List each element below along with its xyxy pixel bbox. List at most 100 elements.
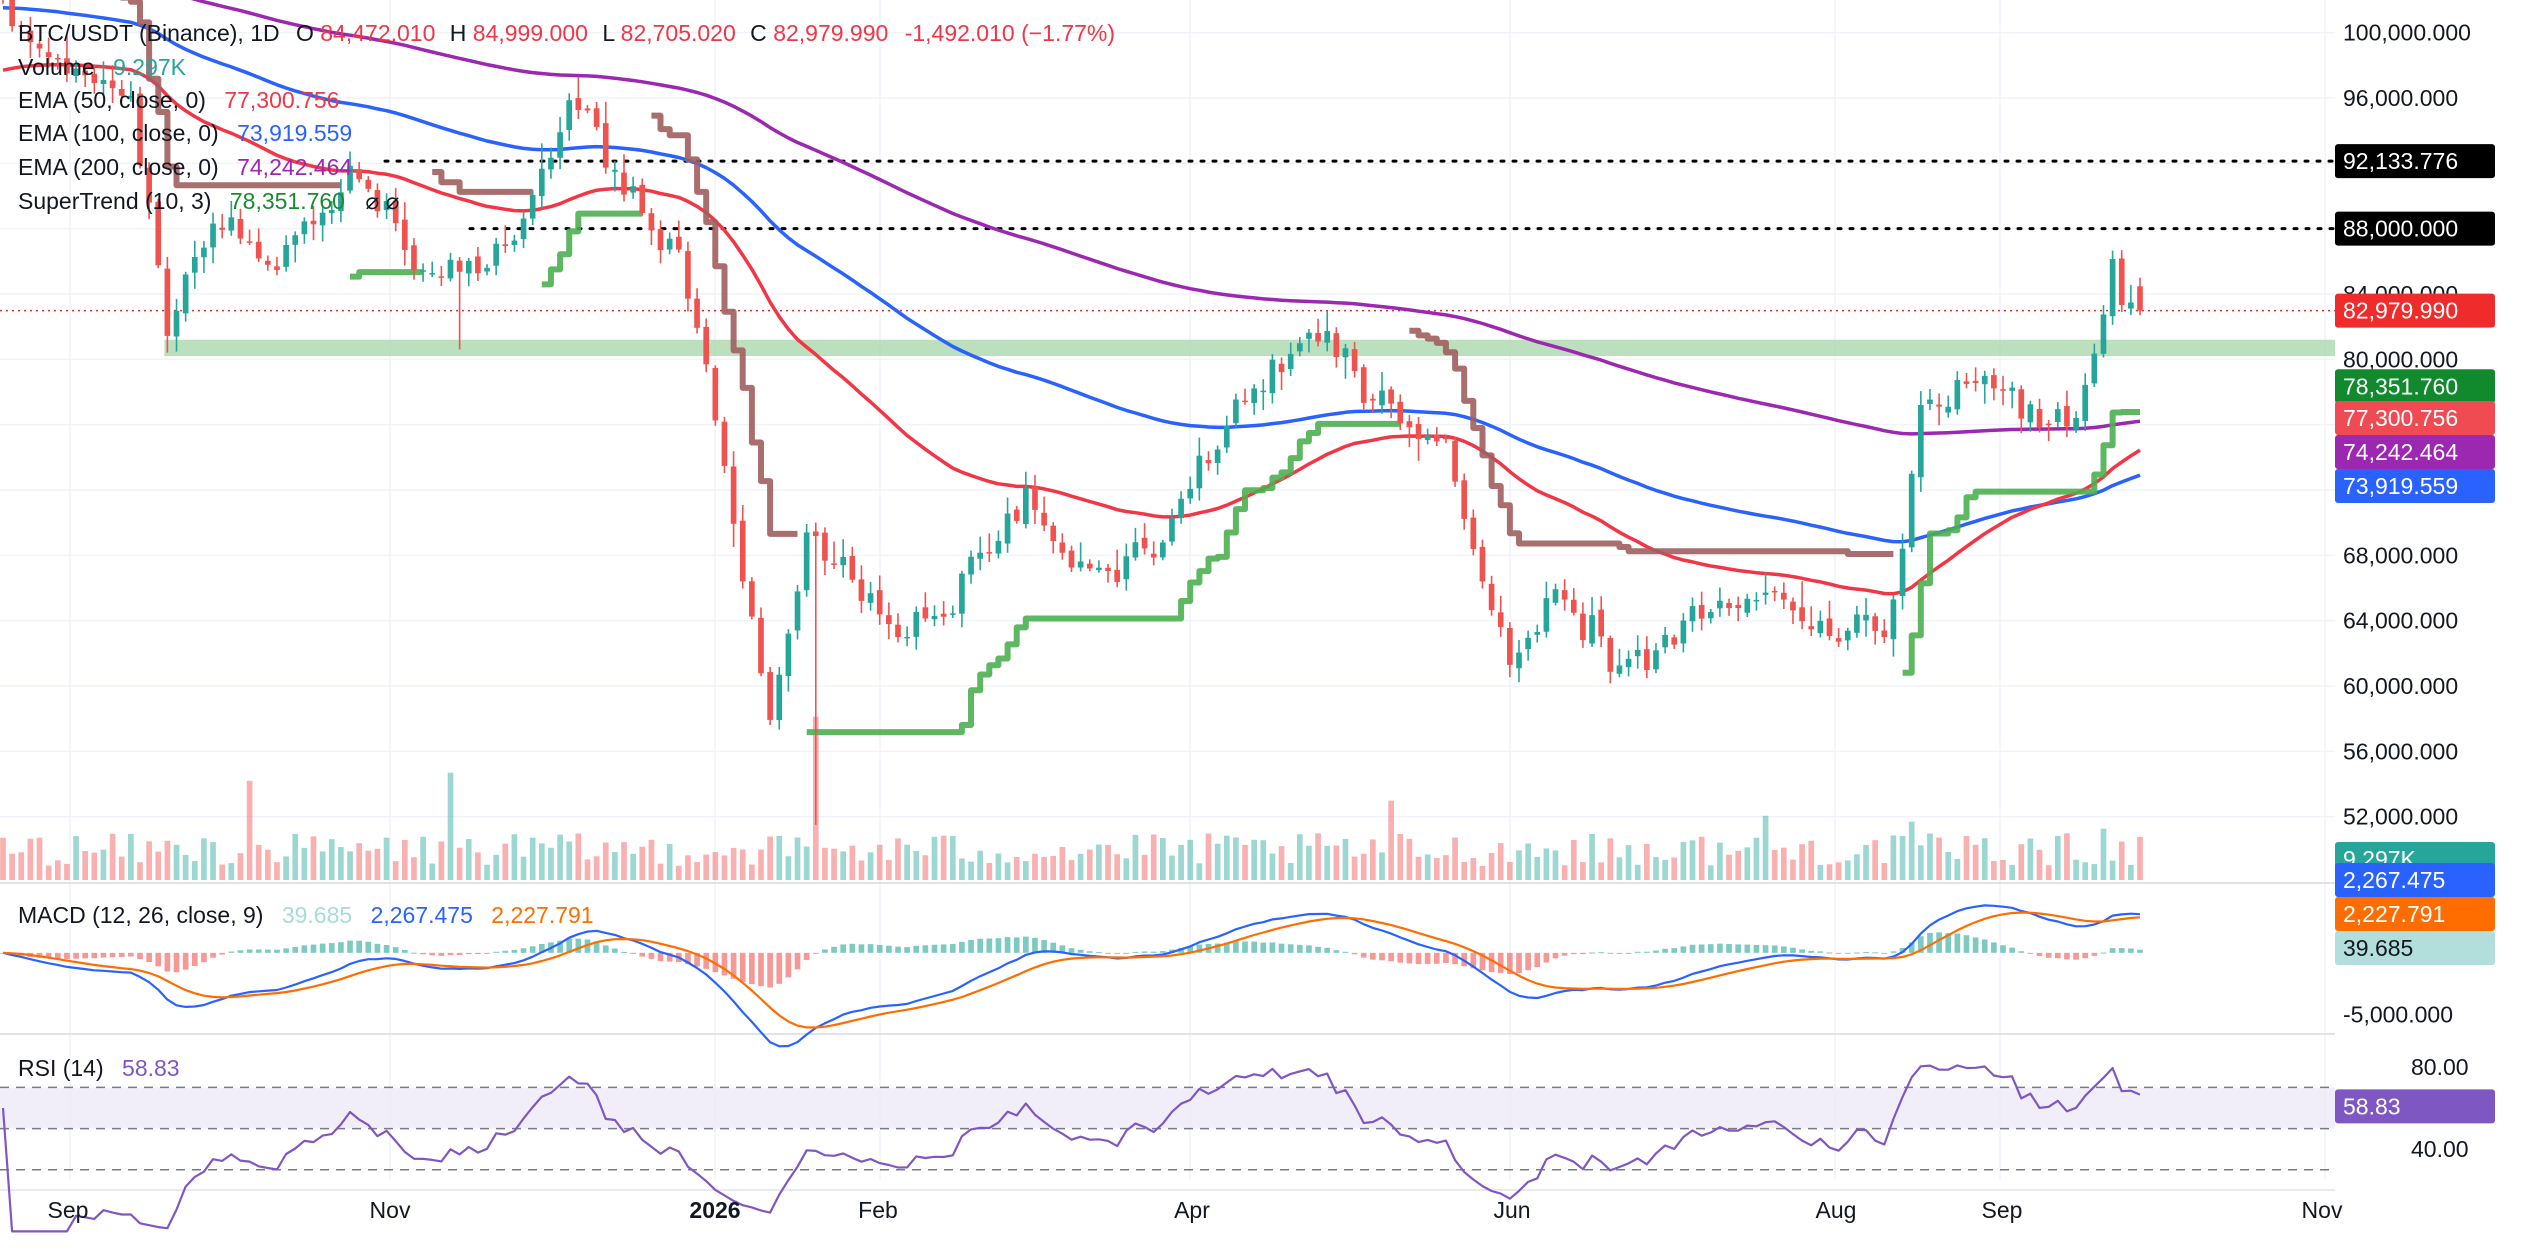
candle-body [593, 108, 600, 127]
volume-bar [465, 839, 472, 880]
candle [411, 238, 417, 280]
volume-bar [365, 850, 372, 880]
macd-histogram-bar [128, 952, 134, 957]
candle [1296, 336, 1303, 357]
candle [1534, 624, 1541, 643]
candle [739, 504, 746, 589]
volume-bar [2091, 864, 2098, 880]
volume-bar [511, 834, 518, 880]
candle-body [392, 200, 399, 224]
macd-histogram-bar [931, 944, 938, 953]
candle [246, 229, 253, 246]
candle [685, 241, 691, 312]
volume-bar [1671, 857, 1678, 880]
candle [118, 80, 125, 102]
candle-body [557, 132, 563, 158]
volume-bar [1653, 857, 1659, 880]
legend-rsi-value: 58.83 [122, 1055, 180, 1081]
time-tick-label: Apr [1174, 1197, 1210, 1223]
candle [886, 602, 892, 640]
volume-bar [493, 854, 499, 880]
candle-body [995, 540, 1002, 554]
candle [1671, 634, 1678, 649]
volume-bar [548, 847, 554, 880]
candle [1991, 368, 1997, 401]
candle [1223, 415, 1230, 453]
candle [694, 288, 700, 334]
supertrend-up-line [806, 420, 1401, 736]
candle [995, 530, 1002, 559]
macd-histogram-bar [155, 952, 162, 967]
volume-bar [1315, 833, 1321, 880]
macd-histogram-bar [1899, 947, 1906, 953]
candle [2091, 343, 2098, 388]
volume-bar [274, 862, 280, 880]
candle-body [2054, 409, 2061, 422]
candle-body [666, 238, 673, 250]
supertrend-down-line [1409, 327, 1894, 557]
volume-bar [1525, 843, 1531, 880]
candle [1150, 541, 1157, 566]
candle [1826, 600, 1833, 641]
volume-bar [913, 850, 920, 880]
candle-body [959, 573, 965, 614]
volume-bar [1927, 833, 1933, 880]
price-badge: 88,000.000 [2335, 211, 2495, 246]
candle-body [1178, 498, 1184, 519]
macd-histogram-bar [511, 949, 518, 953]
candle-body [2137, 286, 2143, 311]
macd-histogram-bar [1023, 936, 1029, 953]
candle-body [602, 123, 609, 168]
price-axis-background [2335, 0, 2530, 1253]
price-tick-label: 80,000.000 [2343, 346, 2458, 372]
macd-histogram-bar [1744, 944, 1751, 953]
macd-histogram-bar [2018, 951, 2025, 953]
macd-histogram-bar [73, 952, 79, 959]
candle [1013, 505, 1020, 524]
candle-body [118, 89, 125, 96]
volume-bar [1717, 842, 1723, 880]
candle-body [867, 593, 874, 603]
macd-histogram-bar [1927, 932, 1933, 953]
legend-high-value: 84,999.000 [473, 20, 588, 46]
candle-body [2036, 409, 2043, 428]
candle-body [401, 219, 408, 250]
macd-histogram-bar [858, 944, 865, 953]
volume-bar [940, 835, 947, 880]
candle-body [1096, 567, 1102, 571]
volume-bar [429, 863, 436, 880]
volume-bar [1351, 856, 1358, 880]
candle-body [1543, 598, 1550, 632]
volume-bar [1150, 834, 1157, 880]
candle [91, 64, 98, 94]
macd-histogram-bar [465, 952, 472, 955]
candle [128, 81, 134, 102]
macd-histogram-bar [730, 952, 737, 979]
macd-histogram-bar [1278, 943, 1285, 953]
candle [1863, 598, 1869, 637]
macd-histogram-bar [1196, 944, 1203, 953]
volume-bar [64, 863, 70, 880]
volume-bar [1616, 857, 1623, 880]
price-tick-label: 52,000.000 [2343, 804, 2458, 830]
candle [1580, 602, 1586, 648]
price-tick-label: 60,000.000 [2343, 673, 2458, 699]
volume-bar [1379, 852, 1385, 880]
volume-bar [1013, 856, 1020, 880]
volume-bar [1954, 858, 1961, 880]
time-tick-label: Nov [370, 1197, 411, 1223]
volume-bar [255, 844, 262, 880]
candle-body [849, 556, 856, 580]
candle [1324, 311, 1331, 352]
candle-body [1945, 406, 1952, 413]
macd-histogram-bar [1771, 945, 1778, 953]
volume-bar [1415, 856, 1422, 880]
volume-bar [1233, 837, 1239, 880]
volume-bar [886, 859, 892, 880]
macd-histogram-bar [2045, 952, 2052, 958]
candle [465, 257, 472, 287]
candle-body [137, 93, 143, 166]
volume-bar [1360, 853, 1367, 880]
